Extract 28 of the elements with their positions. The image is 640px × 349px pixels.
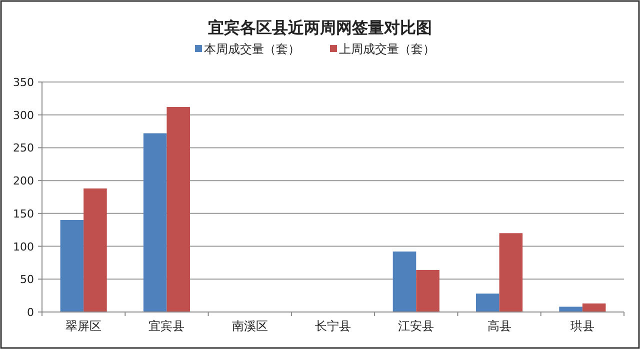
bar xyxy=(416,270,440,312)
y-tick-label: 350 xyxy=(13,76,34,89)
y-tick-label: 100 xyxy=(13,240,34,254)
bar xyxy=(143,133,167,312)
bar xyxy=(84,188,107,312)
x-tick-label: 宜宾县 xyxy=(148,319,185,333)
y-tick-label: 250 xyxy=(13,142,34,155)
bar xyxy=(60,220,84,312)
bar xyxy=(166,106,190,312)
bar xyxy=(559,306,582,312)
x-tick-label: 南溪区 xyxy=(232,319,268,333)
bar xyxy=(582,303,606,312)
y-tick-label: 0 xyxy=(27,306,34,319)
bar xyxy=(476,294,500,312)
x-tick-label: 高县 xyxy=(487,319,512,333)
y-tick-label: 300 xyxy=(13,108,34,122)
y-tick-label: 150 xyxy=(13,207,34,220)
x-tick-label: 江安县 xyxy=(398,319,434,333)
y-tick-label: 50 xyxy=(20,273,34,286)
x-tick-label: 珙县 xyxy=(570,319,594,333)
bar xyxy=(392,252,416,312)
legend-label: 上周成交量（套） xyxy=(339,42,435,56)
chart-title: 宜宾各区县近两周网签量对比图 xyxy=(208,18,432,37)
bar xyxy=(499,233,523,312)
x-tick-label: 长宁县 xyxy=(315,319,351,333)
x-tick-label: 翠屏区 xyxy=(66,319,102,333)
legend-label: 本周成交量（套） xyxy=(204,42,300,56)
y-tick-label: 200 xyxy=(13,174,34,188)
